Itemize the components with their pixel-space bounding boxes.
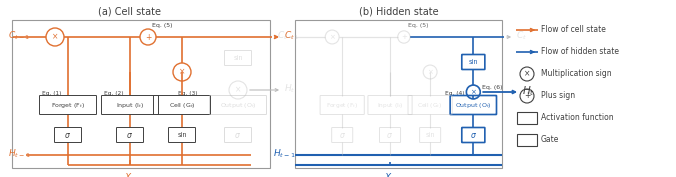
Text: ×: ×	[524, 70, 530, 79]
Text: $\mathregular{X}_t$: $\mathregular{X}_t$	[385, 172, 395, 177]
Text: Output ($\mathregular{O}_t$): Output ($\mathregular{O}_t$)	[455, 101, 491, 110]
Text: +: +	[401, 34, 407, 40]
Text: Eq. (6): Eq. (6)	[482, 84, 503, 90]
Bar	[517, 134, 537, 146]
Text: Flow of cell state: Flow of cell state	[541, 25, 606, 35]
Text: Forget ($\mathregular{F}_t$): Forget ($\mathregular{F}_t$)	[51, 101, 85, 110]
Text: Multiplication sign: Multiplication sign	[541, 70, 612, 79]
Text: Cell ($\mathregular{G}_t$): Cell ($\mathregular{G}_t$)	[418, 101, 443, 110]
Text: $\sigma$: $\sigma$	[64, 130, 72, 139]
Text: sin: sin	[425, 132, 435, 138]
Text: sin: sin	[177, 132, 187, 138]
Text: ×: ×	[52, 33, 58, 41]
Text: Cell ($\mathregular{G}_t$): Cell ($\mathregular{G}_t$)	[168, 101, 195, 110]
Text: Eq. (3): Eq. (3)	[178, 92, 197, 96]
Text: Input ($\mathregular{I}_t$): Input ($\mathregular{I}_t$)	[116, 101, 144, 110]
Text: $\mathregular{X}_t$: $\mathregular{X}_t$	[124, 172, 136, 177]
Text: $\sigma$: $\sigma$	[235, 130, 241, 139]
Text: Eq. (5): Eq. (5)	[152, 22, 172, 27]
Text: sin: sin	[233, 55, 243, 61]
Text: Eq. (5): Eq. (5)	[408, 22, 429, 27]
Text: Forget ($\mathregular{F}_t$): Forget ($\mathregular{F}_t$)	[326, 101, 358, 110]
Text: $\mathregular{H}_{t-1}$: $\mathregular{H}_{t-1}$	[8, 148, 30, 160]
Text: $\mathregular{H}_t$: $\mathregular{H}_t$	[284, 83, 295, 95]
Text: sin: sin	[468, 59, 478, 65]
Text: $\mathregular{H}_{t-1}$: $\mathregular{H}_{t-1}$	[273, 148, 295, 160]
Text: +: +	[524, 92, 530, 101]
Text: $\mathregular{C}_t$: $\mathregular{C}_t$	[284, 30, 295, 42]
Text: Plus sign: Plus sign	[541, 92, 575, 101]
Text: Eq. (1): Eq. (1)	[42, 92, 62, 96]
Text: $\sigma$: $\sigma$	[470, 130, 477, 139]
Text: (a) Cell state: (a) Cell state	[99, 7, 162, 17]
Text: Input ($\mathregular{I}_t$): Input ($\mathregular{I}_t$)	[377, 101, 404, 110]
Text: Output ($\mathregular{O}_t$): Output ($\mathregular{O}_t$)	[220, 101, 256, 110]
Text: Gate: Gate	[541, 136, 559, 144]
Text: $\mathregular{C}_{t-1}$: $\mathregular{C}_{t-1}$	[277, 30, 299, 42]
Text: $\sigma$: $\sigma$	[126, 130, 134, 139]
Text: Activation function: Activation function	[541, 113, 614, 122]
Text: ×: ×	[329, 34, 335, 40]
Text: ×: ×	[470, 89, 477, 95]
Text: $\sigma$: $\sigma$	[387, 130, 393, 139]
Text: $\sigma$: $\sigma$	[339, 130, 345, 139]
Text: $\mathregular{H}_t$: $\mathregular{H}_t$	[522, 84, 535, 98]
Text: $\mathregular{C}_{t-1}$: $\mathregular{C}_{t-1}$	[8, 30, 30, 42]
Text: Eq. (2): Eq. (2)	[104, 92, 124, 96]
Text: $\mathregular{C}_t$: $\mathregular{C}_t$	[516, 30, 527, 42]
Text: (b) Hidden state: (b) Hidden state	[359, 7, 438, 17]
Text: ×: ×	[427, 69, 433, 75]
Text: +: +	[145, 33, 151, 41]
Text: ×: ×	[235, 85, 241, 95]
Text: ×: ×	[179, 67, 185, 76]
Text: Flow of hidden state: Flow of hidden state	[541, 47, 619, 56]
Bar	[517, 112, 537, 124]
Text: Eq. (4): Eq. (4)	[445, 92, 465, 96]
